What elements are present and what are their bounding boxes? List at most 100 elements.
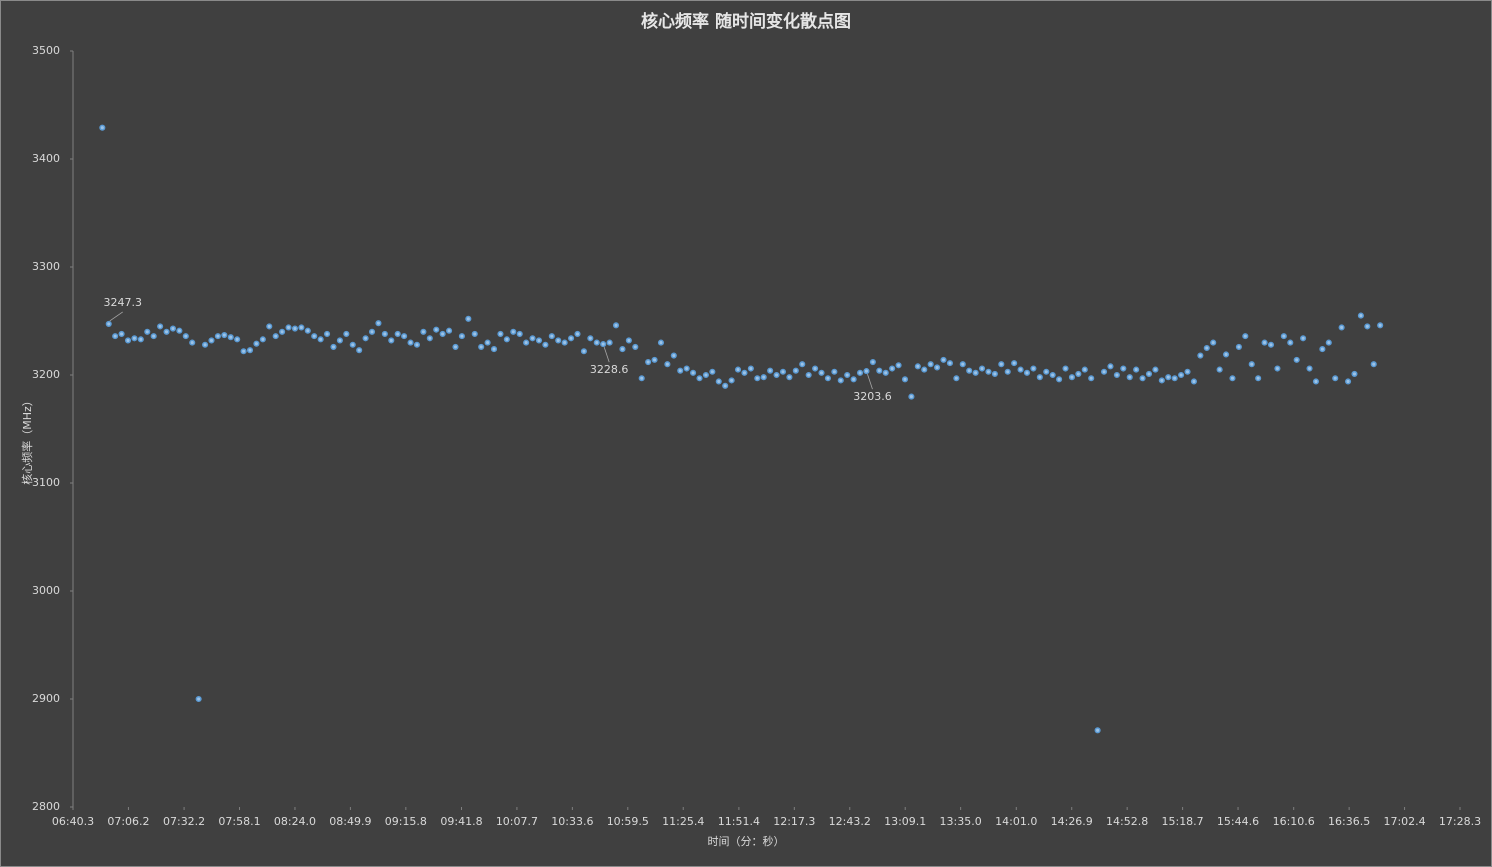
point bbox=[99, 124, 106, 131]
point bbox=[1004, 368, 1011, 375]
point bbox=[844, 371, 851, 379]
x-tick-label: 17:28.3 bbox=[1439, 815, 1481, 828]
x-tick-label: 10:07.7 bbox=[496, 815, 538, 828]
point bbox=[959, 361, 966, 368]
point bbox=[818, 369, 825, 376]
x-tick-label: 11:51.4 bbox=[718, 815, 760, 828]
point bbox=[317, 336, 324, 343]
y-tick-label: 3100 bbox=[32, 476, 60, 489]
point bbox=[1312, 378, 1319, 385]
point bbox=[568, 335, 575, 342]
point bbox=[1293, 356, 1300, 363]
point bbox=[645, 358, 652, 366]
y-tick-label: 3000 bbox=[32, 584, 60, 597]
point bbox=[195, 695, 202, 703]
point bbox=[1261, 339, 1268, 346]
point bbox=[1081, 366, 1088, 373]
point bbox=[304, 327, 311, 334]
point bbox=[478, 343, 485, 350]
point bbox=[208, 337, 215, 344]
point bbox=[465, 315, 472, 322]
point bbox=[1300, 335, 1307, 342]
label-leader bbox=[867, 373, 873, 390]
point bbox=[664, 361, 671, 368]
point bbox=[1332, 375, 1339, 382]
point bbox=[773, 371, 780, 379]
point bbox=[1197, 352, 1204, 359]
point bbox=[1049, 371, 1056, 379]
x-tick-label: 14:01.0 bbox=[995, 815, 1037, 828]
point bbox=[972, 369, 979, 376]
point bbox=[889, 365, 896, 372]
point bbox=[1088, 375, 1095, 382]
point bbox=[144, 328, 151, 335]
point bbox=[940, 356, 947, 363]
point bbox=[381, 330, 388, 338]
point bbox=[1023, 369, 1031, 376]
point bbox=[1171, 375, 1178, 382]
point bbox=[683, 365, 690, 372]
point bbox=[157, 323, 164, 330]
point bbox=[709, 368, 716, 375]
point bbox=[914, 363, 921, 370]
point bbox=[401, 333, 408, 340]
point bbox=[1223, 351, 1230, 358]
point bbox=[362, 335, 369, 342]
x-tick-label: 09:15.8 bbox=[385, 815, 427, 828]
point bbox=[1043, 368, 1050, 375]
x-tick-label: 13:35.0 bbox=[940, 815, 982, 828]
point bbox=[657, 339, 665, 346]
point bbox=[426, 335, 433, 342]
y-tick-label: 3400 bbox=[32, 152, 60, 165]
point bbox=[767, 367, 774, 374]
point bbox=[799, 361, 806, 368]
point bbox=[311, 333, 318, 340]
point bbox=[632, 343, 639, 350]
point bbox=[240, 348, 247, 355]
point bbox=[1280, 333, 1287, 340]
x-tick-label: 07:06.2 bbox=[107, 815, 149, 828]
point bbox=[1229, 375, 1236, 382]
point bbox=[266, 323, 273, 330]
point bbox=[105, 320, 112, 327]
y-axis-label: 核心频率（MHz） bbox=[20, 395, 34, 485]
x-tick-label: 08:49.9 bbox=[329, 815, 371, 828]
point bbox=[1113, 371, 1120, 379]
point bbox=[484, 339, 491, 346]
point bbox=[388, 337, 395, 344]
point bbox=[702, 371, 709, 379]
point bbox=[124, 337, 132, 344]
point bbox=[690, 369, 697, 376]
point bbox=[542, 341, 549, 348]
point bbox=[741, 369, 748, 376]
point bbox=[439, 330, 446, 338]
point bbox=[1152, 366, 1159, 373]
point bbox=[580, 348, 587, 355]
point bbox=[1306, 365, 1313, 372]
point bbox=[1075, 370, 1082, 377]
point bbox=[863, 368, 870, 375]
point bbox=[510, 328, 517, 335]
point bbox=[1190, 378, 1197, 385]
point bbox=[298, 324, 305, 331]
point bbox=[433, 326, 440, 333]
point bbox=[548, 333, 555, 340]
point bbox=[760, 374, 767, 381]
point bbox=[394, 330, 401, 338]
point bbox=[1338, 324, 1345, 331]
point bbox=[651, 356, 658, 363]
point bbox=[407, 339, 414, 346]
point bbox=[227, 334, 234, 341]
x-tick-label: 07:32.2 bbox=[163, 815, 205, 828]
point bbox=[593, 339, 600, 346]
x-tick-label: 17:02.4 bbox=[1383, 815, 1425, 828]
point bbox=[214, 333, 221, 340]
point bbox=[523, 339, 530, 346]
point bbox=[1036, 374, 1043, 381]
point bbox=[600, 341, 607, 348]
point bbox=[189, 339, 196, 346]
point bbox=[555, 337, 562, 344]
point bbox=[561, 339, 568, 346]
point bbox=[330, 343, 337, 350]
